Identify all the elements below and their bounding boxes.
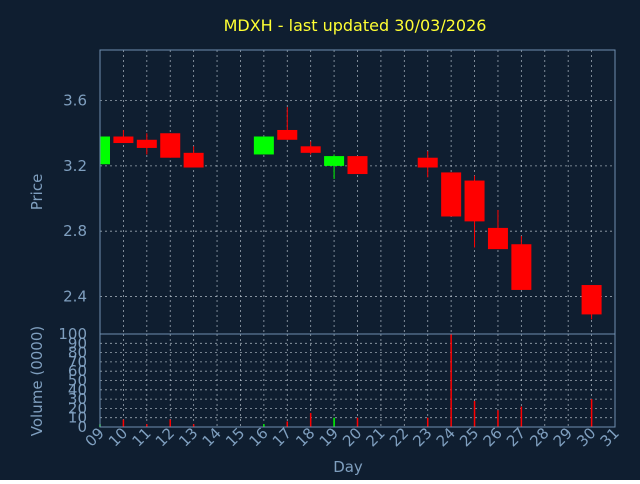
volume-tick-label: 90 [68, 334, 87, 352]
volume-axis-label: Volume (0000) [28, 326, 46, 436]
candle-body [511, 244, 532, 290]
price-tick-label: 2.4 [63, 287, 87, 305]
candle-body [464, 180, 485, 222]
volume-tick-label: 100 [58, 325, 87, 343]
candle-body [441, 172, 462, 217]
x-axis-label: Day [333, 458, 363, 476]
candle-body [183, 152, 204, 168]
candle-body [100, 136, 110, 165]
x-ticks: 0910111213141516171819202122232425262728… [82, 424, 623, 450]
price-y-ticks: 2.4 2.8 3.2 3.6 [63, 92, 87, 306]
candle-body [347, 156, 368, 175]
candle-body [581, 285, 602, 315]
volume-bar [122, 419, 125, 427]
volume-tick-label: 40 [68, 381, 87, 399]
candle-body [324, 156, 345, 166]
volume-bar [450, 334, 452, 427]
volume-tick-label: 70 [68, 353, 87, 371]
volume-bar [356, 417, 359, 427]
volume-bar [146, 424, 148, 427]
volume-tick-label: 0 [77, 418, 87, 436]
volume-bar [192, 424, 195, 427]
candle-body [417, 157, 438, 168]
volume-tick-label: 20 [68, 399, 87, 417]
volume-tick-label: 30 [68, 390, 87, 408]
volume-bar [169, 419, 171, 427]
candle-body [253, 136, 274, 155]
volume-bar [497, 410, 499, 427]
volume-bar [333, 417, 335, 427]
volume-bar [520, 406, 523, 427]
candle-body [487, 227, 508, 250]
volume-bar [473, 400, 476, 427]
chart-title: MDXH - last updated 30/03/2026 [224, 16, 487, 35]
volume-bar [426, 417, 429, 427]
volume-tick-label: 60 [68, 362, 87, 380]
candle-body [300, 146, 321, 153]
volume-bar [286, 421, 289, 427]
candle-body [136, 139, 157, 148]
volume-tick-label: 10 [68, 409, 87, 427]
volume-grid [99, 333, 616, 428]
candle-body [160, 133, 181, 158]
volume-bar [590, 399, 593, 427]
volume-plot-frame [99, 333, 616, 428]
price-tick-label: 3.6 [63, 92, 87, 110]
candle-body [113, 136, 134, 144]
volume-bar [263, 424, 265, 427]
price-tick-label: 3.2 [63, 157, 87, 175]
candle-body [277, 129, 298, 140]
volume-bar [309, 413, 312, 427]
volume-tick-label: 80 [68, 344, 87, 362]
volume-tick-label: 50 [68, 372, 87, 390]
price-tick-label: 2.8 [63, 222, 87, 240]
price-axis-label: Price [28, 174, 46, 211]
